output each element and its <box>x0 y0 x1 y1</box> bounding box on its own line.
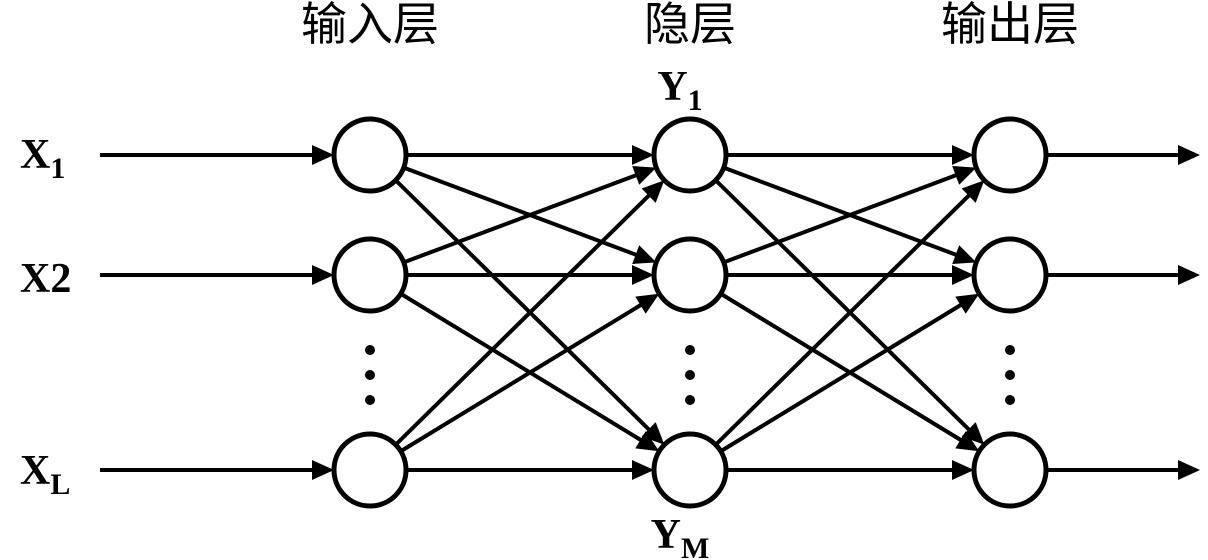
input-node <box>334 239 406 311</box>
output-node <box>974 239 1046 311</box>
output-header: 输出层 <box>941 0 1079 50</box>
input-node <box>334 119 406 191</box>
ellipsis-dot <box>1005 395 1015 405</box>
ellipsis-dot <box>1005 345 1015 355</box>
neural-network-diagram: 输入层隐层输出层X1X2XLY1YM <box>0 0 1208 560</box>
ellipsis-dot <box>1005 370 1015 380</box>
ellipsis-dot <box>685 370 695 380</box>
input-label: X2 <box>20 256 71 302</box>
input-header: 输入层 <box>301 0 439 50</box>
ellipsis-dot <box>365 395 375 405</box>
hidden-header: 隐层 <box>644 0 736 50</box>
ellipsis-dot <box>685 395 695 405</box>
ellipsis-dot <box>365 345 375 355</box>
ellipsis-dot <box>685 345 695 355</box>
input-node <box>334 434 406 506</box>
hidden-node <box>654 119 726 191</box>
output-node <box>974 434 1046 506</box>
ellipsis-dot <box>365 370 375 380</box>
hidden-node <box>654 239 726 311</box>
hidden-node <box>654 434 726 506</box>
output-node <box>974 119 1046 191</box>
